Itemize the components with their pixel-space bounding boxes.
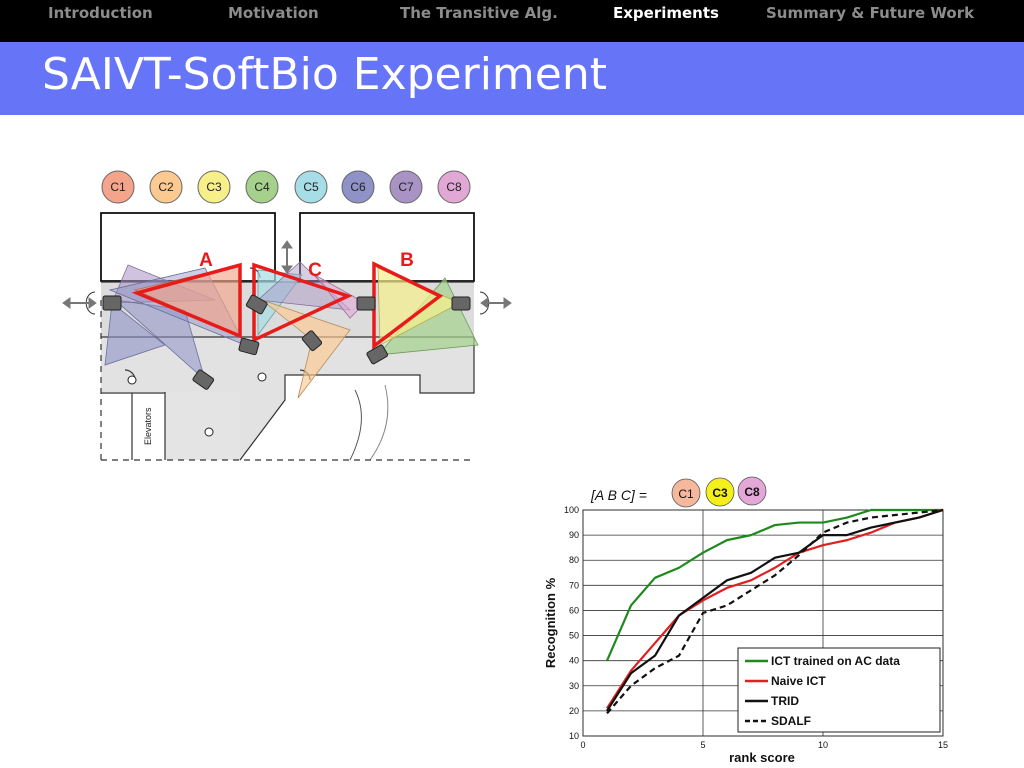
camera-icon (301, 330, 323, 352)
series-line-4 (606, 508, 944, 715)
sequence-c3-label: C3 (712, 486, 728, 500)
series-line-3 (606, 508, 944, 712)
sequence-c8: C8 (737, 476, 767, 506)
camera-c1-circle (101, 170, 135, 204)
x-tick-label: 15 (938, 740, 948, 750)
y-tick-label: 90 (569, 530, 579, 540)
plot-area: 10 20 30 40 50 60 70 80 90 100 0 5 10 15 ICT trained o… (564, 505, 948, 750)
camera-legend-c4: C4 (245, 170, 279, 204)
y-tick-label: 10 (569, 731, 579, 741)
camera-legend-c3: C3 (197, 170, 231, 204)
camera-legend-c6: C6 (341, 170, 375, 204)
camera-icon (451, 296, 471, 311)
camera-c8-circle (437, 170, 471, 204)
camera-c1-label: C1 (110, 180, 126, 194)
camera-legend-c8: C8 (437, 170, 471, 204)
camera-c5-circle (294, 170, 328, 204)
camera-c7-circle (389, 170, 423, 204)
sequence-c3-circle (705, 477, 735, 507)
x-tick-label: 5 (700, 740, 705, 750)
camera-icons (102, 294, 471, 390)
sequence-c1: C1 (671, 478, 701, 508)
region-a-outline (131, 262, 242, 339)
legend-label: TRID (771, 694, 799, 708)
sequence-c1-circle (671, 478, 701, 508)
sequence-c3: C3 (705, 477, 735, 507)
y-tick-label: 50 (569, 631, 579, 641)
camera-c7-label: C7 (398, 180, 414, 194)
region-c-label: C (308, 260, 322, 281)
camera-icon (356, 296, 376, 311)
camera-legend-c5: C5 (294, 170, 328, 204)
y-axis-label: Recognition % (543, 577, 558, 668)
camera-icon (102, 295, 122, 311)
camera-c3-label: C3 (206, 180, 222, 194)
nav-item-summary-future-work[interactable]: Summary & Future Work (766, 4, 975, 22)
x-tick-label: 10 (818, 740, 828, 750)
x-axis-label: rank score (729, 750, 795, 765)
sequence-c8-circle (737, 476, 767, 506)
legend-box (737, 647, 941, 733)
camera-icon (366, 344, 389, 365)
camera-c2-circle (149, 170, 183, 204)
nav-item-introduction[interactable]: Introduction (48, 4, 153, 22)
camera-legend-c2: C2 (149, 170, 183, 204)
floor-plan-diagram: C1 C2 C3 C4 C5 C6 C7 C8 (62, 170, 512, 461)
legend-label: ICT trained on AC data (771, 654, 900, 668)
camera-c2-label: C2 (158, 180, 174, 194)
y-tick-label: 100 (564, 505, 579, 515)
nav-item-experiments[interactable]: Experiments (613, 4, 719, 22)
sequence-label: [A B C] = (590, 487, 647, 503)
y-tick-label: 30 (569, 681, 579, 691)
camera-legend: C1 C2 C3 C4 C5 C6 C7 C8 (101, 170, 471, 204)
camera-c8-label: C8 (446, 180, 462, 194)
elevators-label: Elevators (143, 407, 153, 445)
camera-c6-circle (341, 170, 375, 204)
region-a-label: A (199, 250, 213, 271)
camera-legend-c7: C7 (389, 170, 423, 204)
y-tick-label: 60 (569, 605, 579, 615)
y-tick-label: 40 (569, 656, 579, 666)
camera-c4-label: C4 (254, 180, 270, 194)
camera-c3-circle (197, 170, 231, 204)
top-navigation-bar: Introduction Motivation The Transitive A… (0, 0, 1024, 42)
y-tick-label: 20 (569, 706, 579, 716)
title-bar: SAIVT-SoftBio Experiment (0, 42, 1024, 115)
y-tick-label: 80 (569, 555, 579, 565)
recognition-chart: [A B C] = C1 C3 C8 102030405060708090100… (543, 476, 948, 765)
camera-c4-circle (245, 170, 279, 204)
camera-c5-label: C5 (303, 180, 319, 194)
region-b-label: B (400, 250, 414, 271)
series-line-1 (605, 508, 943, 662)
camera-icon (238, 337, 260, 356)
slide-title: SAIVT-SoftBio Experiment (42, 49, 607, 100)
y-tick-label: 70 (569, 580, 579, 590)
camera-icon (245, 294, 268, 315)
camera-legend-c1: C1 (101, 170, 135, 204)
x-tick-label: 0 (580, 740, 585, 750)
exit-arrows (62, 240, 512, 309)
legend-label: SDALF (771, 714, 811, 728)
camera-icon (192, 369, 215, 390)
nav-item-motivation[interactable]: Motivation (228, 4, 319, 22)
pillars (127, 372, 267, 437)
sequence-c8-label: C8 (744, 485, 760, 499)
sequence-c1-label: C1 (678, 487, 694, 501)
nav-item-transitive-alg[interactable]: The Transitive Alg. (400, 4, 558, 22)
legend-label: Naive ICT (771, 674, 826, 688)
sequence-header: [A B C] = C1 C3 C8 (590, 476, 767, 508)
camera-c6-label: C6 (350, 180, 366, 194)
series-line-2 (606, 508, 944, 709)
